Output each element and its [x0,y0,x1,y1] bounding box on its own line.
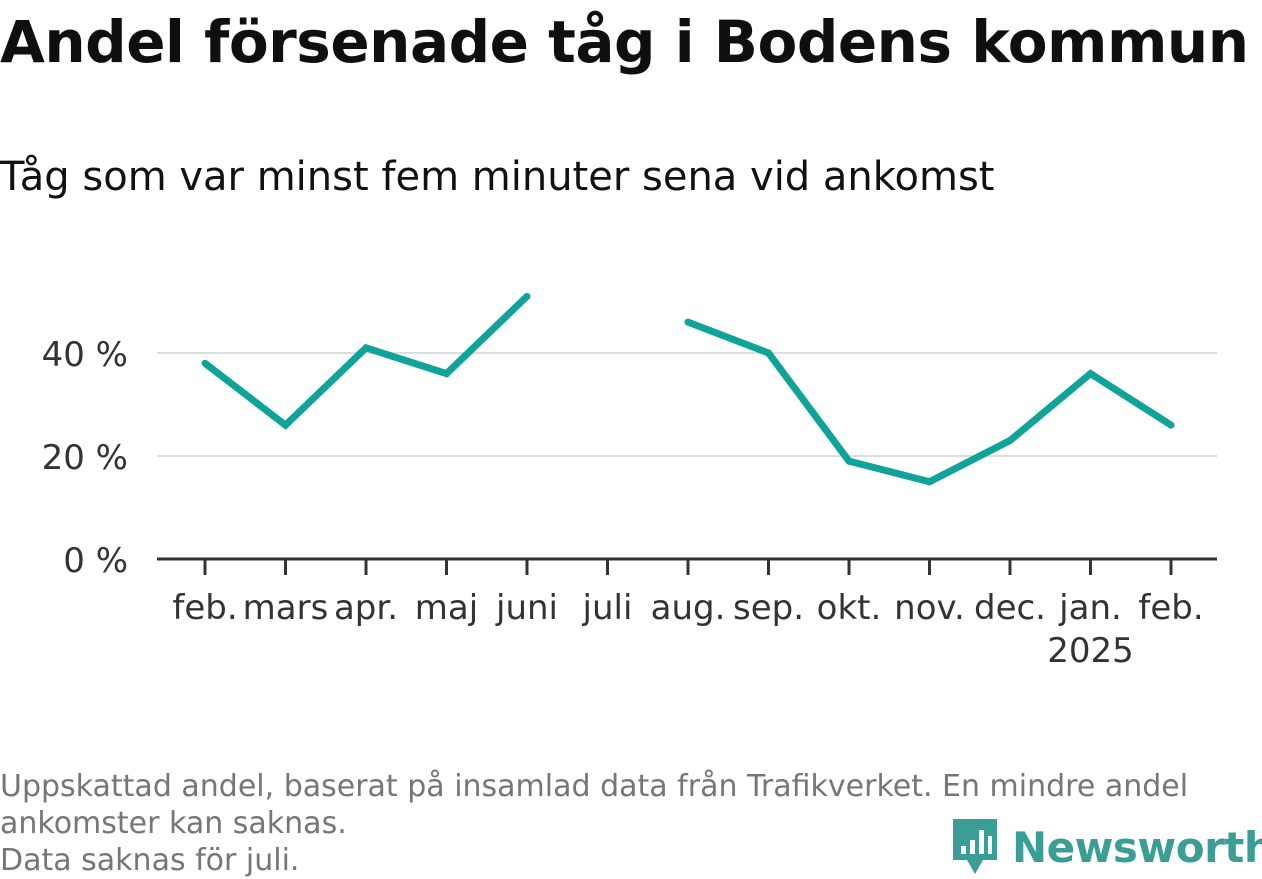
brand-logo: Newsworthy [950,816,1262,878]
x-tick-label: feb. [172,588,237,628]
data-point [765,349,772,357]
chart-title: Andel försenade tåg i Bodens kommun [0,8,1249,76]
footer-note-line-1: Uppskattad andel, baserat på insamlad da… [0,769,1189,804]
data-point [1087,370,1094,378]
x-tick-label: feb. [1138,588,1203,628]
data-point [845,457,853,465]
footer-note: Uppskattad andel, baserat på insamlad da… [0,768,1262,879]
footer-note-line-2: ankomster kan saknas. [0,806,347,841]
x-tick-label: juni [495,588,558,628]
x-tick-label: juli [582,588,633,628]
line-chart: 0 %20 %40 %feb. mars apr. maj juni juli aug. se… [42,292,1217,671]
x-tick-label: nov. [894,588,965,628]
x-tick-label: okt. [817,588,882,628]
brand-name: Newsworthy [1012,822,1262,872]
y-tick-label: 40 % [42,335,128,375]
data-point [201,359,209,367]
series-line [202,293,530,430]
x-tick-sublabel: 2025 [1047,631,1134,671]
y-tick-label: 20 % [42,438,128,478]
data-point [523,292,531,300]
data-point [443,370,450,378]
data-point [684,318,692,326]
x-tick-label: mars [243,588,329,628]
newsworthy-logo-icon [953,819,997,874]
data-point [1006,437,1014,445]
x-tick-label: sep. [733,588,804,628]
x-tick-label: maj [415,588,478,628]
x-tick-label: apr. [334,588,398,628]
x-tick-label: aug. [651,588,726,628]
footer-note-line-3: Data saknas för juli. [0,843,300,878]
data-point [926,478,933,486]
x-tick-label: dec. [974,588,1046,628]
y-tick-label: 0 % [63,541,128,581]
data-point [1167,421,1175,429]
series-line [686,318,1173,486]
data-point [362,344,370,352]
x-tick-label: jan. [1058,588,1122,628]
data-point [282,421,289,429]
chart-subtitle: Tåg som var minst fem minuter sena vid a… [0,154,995,200]
